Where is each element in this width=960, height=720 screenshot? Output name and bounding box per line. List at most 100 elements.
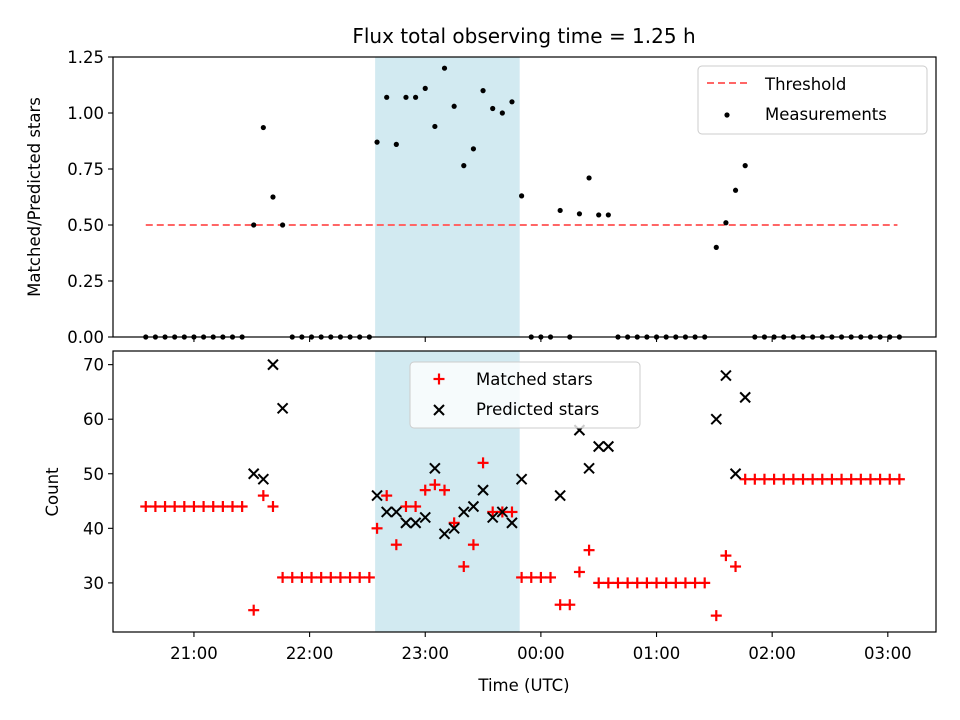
- predicted-point: [257, 473, 270, 485]
- matched-point: [477, 457, 489, 469]
- matched-point: [439, 484, 451, 496]
- matched-point: [149, 501, 161, 513]
- measurement-point: [403, 94, 409, 100]
- matched-point: [787, 473, 799, 485]
- x-tick-label: 03:00: [864, 644, 912, 663]
- y-tick-label: 0.75: [67, 160, 104, 179]
- predicted-point: [554, 489, 566, 502]
- matched-point: [277, 571, 289, 583]
- matched-point: [845, 473, 857, 485]
- matched-point: [797, 473, 809, 485]
- top-legend: Threshold Measurements: [697, 65, 928, 135]
- bottom-legend-box: [409, 361, 641, 429]
- matched-point: [816, 473, 828, 485]
- top-shaded-span: [375, 57, 520, 337]
- y-tick-label: 40: [83, 519, 104, 538]
- matched-point: [602, 577, 614, 589]
- matched-point: [855, 473, 867, 485]
- matched-point: [467, 539, 479, 551]
- predicted-point: [438, 528, 451, 540]
- predicted-starsseries: [247, 358, 751, 540]
- y-tick-label: 1.00: [67, 104, 104, 123]
- predicted-point: [739, 391, 751, 404]
- matched-point: [363, 571, 375, 583]
- matched-point: [535, 571, 547, 583]
- top-panel: 0.00 0.25 0.50 0.75 1.00 1.25 Matched/Predict…: [25, 48, 937, 347]
- x-tick-label: 01:00: [633, 644, 681, 663]
- measurements-legend-swatch: [724, 112, 730, 118]
- matched-point: [248, 604, 260, 616]
- matched-point: [188, 501, 200, 513]
- bottom-y-label: Count: [43, 467, 62, 517]
- matched-point: [487, 506, 499, 518]
- matched-point: [710, 610, 722, 622]
- measurement-point: [596, 212, 602, 218]
- measurement-point: [251, 222, 257, 228]
- matched-point: [429, 479, 441, 491]
- bottom-y-axis: 30 40 50 60 70: [83, 356, 113, 593]
- matched-point: [768, 473, 780, 485]
- measurement-point: [557, 207, 563, 214]
- measurement-point: [470, 146, 477, 152]
- bottom-frame: [112, 350, 937, 633]
- matched-point: [622, 577, 634, 589]
- predicted-point: [506, 517, 518, 529]
- matched-point: [516, 571, 528, 583]
- predicted-point: [592, 440, 605, 453]
- predicted-point: [583, 462, 595, 475]
- x-tick-label: 21:00: [170, 644, 218, 663]
- matched-point: [400, 501, 412, 513]
- predicted-point: [458, 506, 470, 518]
- predicted-point: [729, 468, 742, 480]
- predicted-legend-label: Predicted stars: [476, 400, 599, 419]
- measurement-point: [461, 163, 467, 169]
- matched-point: [884, 473, 896, 485]
- chart-title: Flux total observing time = 1.25 h: [352, 24, 695, 48]
- measurement-point: [480, 88, 486, 94]
- matched-point: [448, 517, 460, 529]
- matched-point: [679, 577, 691, 589]
- matched-point: [826, 473, 838, 485]
- predicted-point: [486, 511, 499, 524]
- measurement-point: [280, 222, 286, 228]
- matched-point: [564, 599, 576, 611]
- predicted-point: [429, 462, 441, 475]
- measurement-point: [576, 211, 583, 217]
- measurement-point: [413, 94, 419, 100]
- bottom-legend: Matched stars Predicted stars: [409, 361, 641, 429]
- matched-point: [315, 571, 327, 583]
- matched-point: [573, 566, 585, 578]
- matched-point: [651, 577, 663, 589]
- y-tick-label: 0.00: [67, 328, 104, 347]
- matched-point: [257, 490, 269, 502]
- measurement-point: [432, 123, 438, 130]
- matched-point: [874, 473, 886, 485]
- predicted-point: [477, 484, 489, 496]
- matched-point: [670, 577, 682, 589]
- measurement-point: [451, 103, 457, 109]
- measurement-point: [605, 212, 611, 218]
- matched-point: [583, 544, 595, 556]
- matched-point: [778, 473, 790, 485]
- measurement-point: [384, 94, 390, 100]
- top-x-axis: [193, 337, 889, 342]
- threshold-legend-label: Threshold: [764, 75, 846, 94]
- y-tick-label: 50: [83, 465, 104, 484]
- matched-point: [236, 501, 248, 513]
- measurement-point: [260, 124, 266, 131]
- matched-point: [198, 501, 210, 513]
- matched-point: [140, 501, 152, 513]
- matched-point: [419, 484, 431, 496]
- x-axis-label: Time (UTC): [477, 676, 569, 695]
- matched-point: [641, 577, 653, 589]
- predicted-point: [419, 511, 431, 524]
- measurement-point: [270, 194, 276, 200]
- matched-point: [554, 599, 566, 611]
- matched-point: [306, 571, 318, 583]
- matched-point: [354, 571, 366, 583]
- matched-point: [267, 501, 279, 513]
- matched-point: [864, 473, 876, 485]
- matched-point: [286, 571, 298, 583]
- matched-point: [390, 539, 402, 551]
